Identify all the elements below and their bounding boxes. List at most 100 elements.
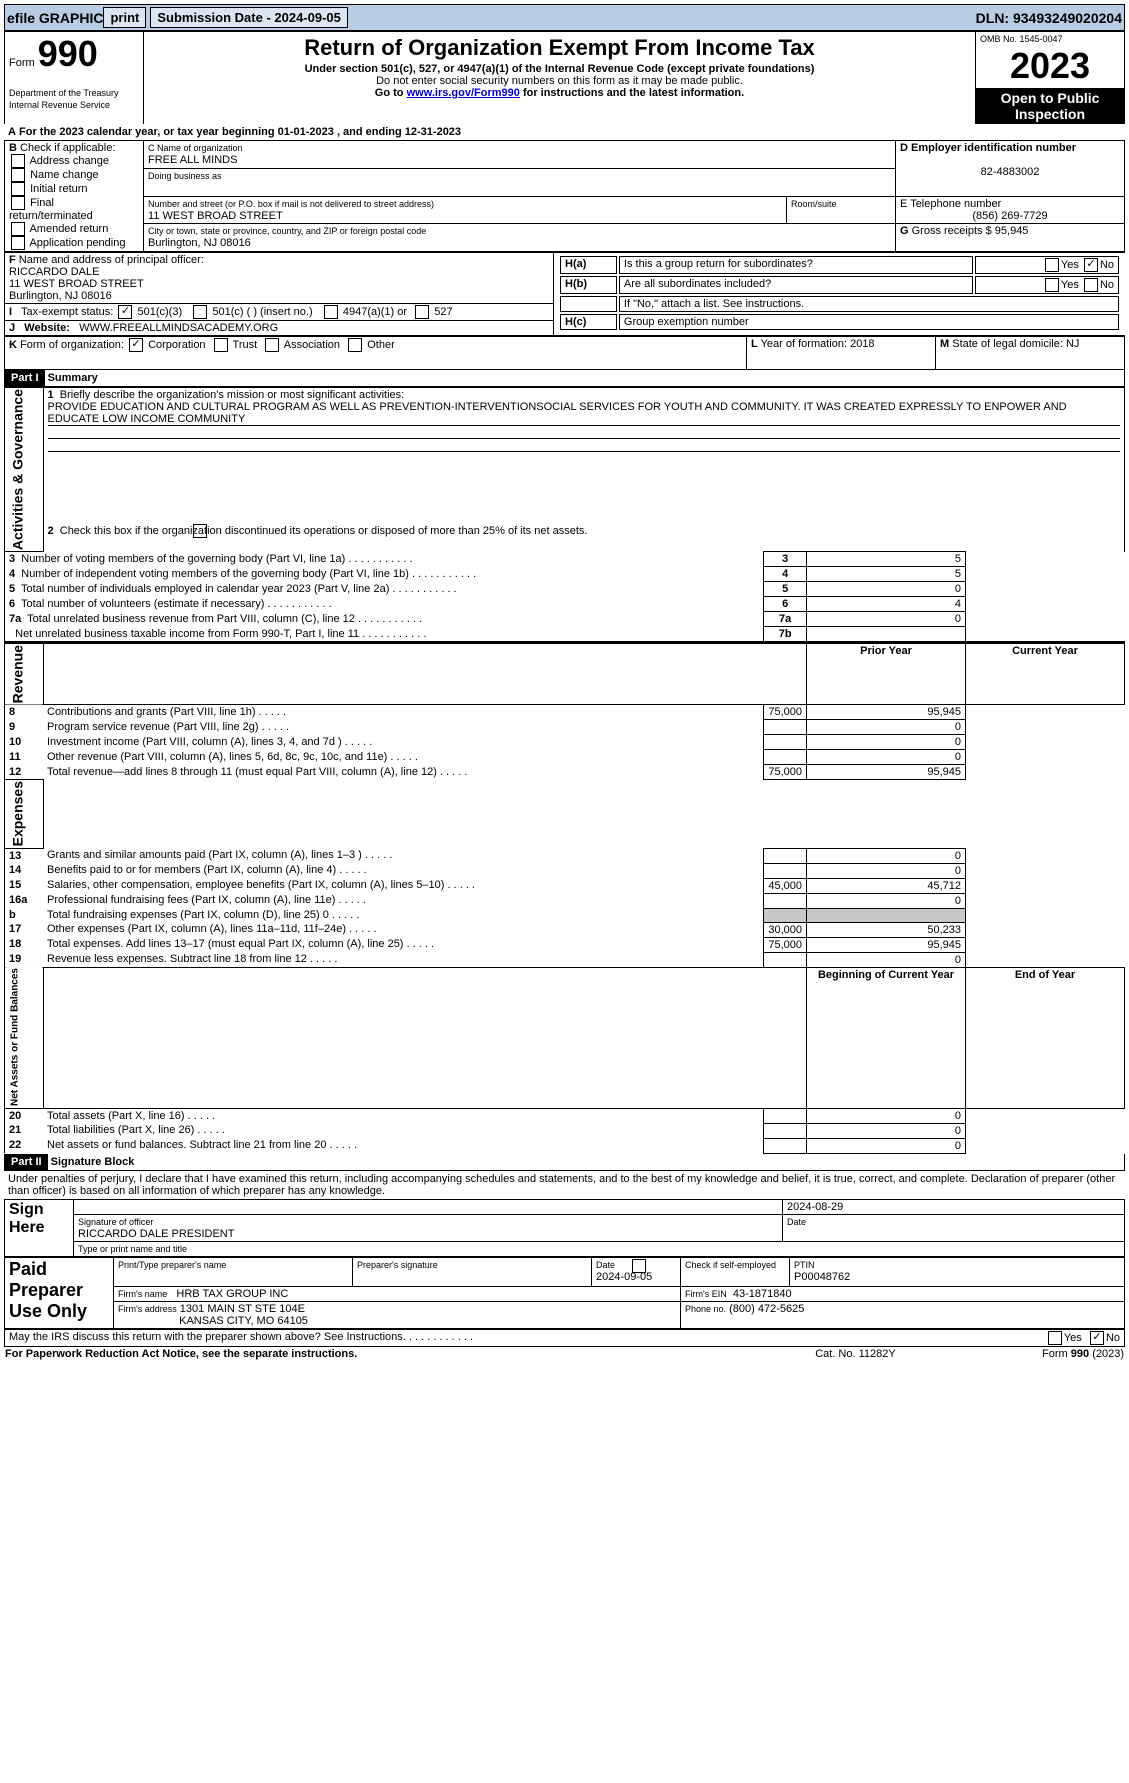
- ha-text: Is this a group return for subordinates?: [619, 256, 973, 274]
- pra-notice: For Paperwork Reduction Act Notice, see …: [5, 1348, 357, 1360]
- subtitle-2: Do not enter social security numbers on …: [148, 75, 971, 87]
- cb-4947[interactable]: [324, 305, 338, 319]
- prep-name-label: Print/Type preparer's name: [118, 1260, 226, 1270]
- period-line: A For the 2023 calendar year, or tax yea…: [4, 124, 1125, 140]
- domicile-text: State of legal domicile:: [952, 338, 1063, 350]
- summary-row: 9Program service revenue (Part VIII, lin…: [5, 720, 1125, 735]
- hb-no[interactable]: [1084, 278, 1098, 292]
- firm-ein-label: Firm's EIN: [685, 1289, 727, 1299]
- summary-row: bTotal fundraising expenses (Part IX, co…: [5, 908, 1125, 922]
- subtitle-1: Under section 501(c), 527, or 4947(a)(1)…: [148, 63, 971, 75]
- part1-table: Activities & Governance 1 Briefly descri…: [4, 387, 1125, 1154]
- ein-value: 82-4883002: [900, 166, 1120, 178]
- hb-text: Are all subordinates included?: [619, 276, 973, 294]
- dept-label: Department of the Treasury Internal Reve…: [9, 88, 119, 110]
- summary-row: 8Contributions and grants (Part VIII, li…: [5, 705, 1125, 720]
- sidebar-governance: Activities & Governance: [5, 388, 44, 552]
- tax-year: 2023: [980, 45, 1120, 87]
- print-button[interactable]: print: [103, 7, 146, 28]
- part1-number: Part I: [5, 370, 45, 386]
- preparer-table: Paid Preparer Use Only Print/Type prepar…: [4, 1257, 1125, 1329]
- hb-yes[interactable]: [1045, 278, 1059, 292]
- type-name-label: Type or print name and title: [78, 1244, 187, 1254]
- form-title: Return of Organization Exempt From Incom…: [148, 35, 971, 61]
- cb-discuss-no[interactable]: ✓: [1090, 1331, 1104, 1345]
- sidebar-expenses: Expenses: [5, 780, 44, 848]
- officer-name-title: RICCARDO DALE PRESIDENT: [78, 1228, 234, 1240]
- identity-table: B Check if applicable: Address change Na…: [4, 140, 1125, 252]
- gov-row: 4 Number of independent voting members o…: [5, 567, 1125, 582]
- yes-label: Yes: [1061, 259, 1079, 271]
- summary-row: 16aProfessional fundraising fees (Part I…: [5, 893, 1125, 908]
- org-name-label: C Name of organization: [148, 143, 243, 153]
- sig-officer-label: Signature of officer: [78, 1217, 153, 1227]
- box-l-label: L: [751, 338, 758, 350]
- city-value: Burlington, NJ 08016: [148, 237, 251, 249]
- begin-year-header: Beginning of Current Year: [807, 967, 966, 1108]
- checkbox-initial[interactable]: [11, 182, 25, 196]
- discuss-yes: Yes: [1064, 1332, 1082, 1344]
- goto-suffix: for instructions and the latest informat…: [523, 87, 744, 99]
- app-pending-label: Application pending: [29, 237, 125, 249]
- self-emp-label: Check if self-employed: [685, 1260, 776, 1270]
- checkbox-amended[interactable]: [11, 222, 25, 236]
- cb-line2[interactable]: [193, 524, 207, 538]
- domicile-value: NJ: [1066, 338, 1079, 350]
- dln-label: DLN: 93493249020204: [976, 10, 1122, 26]
- open-to-public: Open to Public Inspection: [976, 89, 1125, 124]
- efile-label: efile GRAPHIC: [7, 10, 103, 26]
- paid-preparer-label: Paid Preparer Use Only: [5, 1257, 114, 1328]
- cb-assoc[interactable]: [265, 338, 279, 352]
- year-formation-text: Year of formation:: [761, 338, 847, 350]
- summary-row: 17Other expenses (Part IX, column (A), l…: [5, 922, 1125, 937]
- cb-self-emp[interactable]: [632, 1259, 646, 1273]
- org-name: FREE ALL MINDS: [148, 154, 237, 166]
- cb-corp[interactable]: ✓: [129, 338, 143, 352]
- checkbox-app-pending[interactable]: [11, 236, 25, 250]
- cb-discuss-yes[interactable]: [1048, 1331, 1062, 1345]
- gross-receipts-value: 95,945: [995, 225, 1029, 237]
- summary-row: 15Salaries, other compensation, employee…: [5, 878, 1125, 893]
- cb-other[interactable]: [348, 338, 362, 352]
- gross-receipts-label: G: [900, 225, 909, 237]
- yes-label-2: Yes: [1061, 279, 1079, 291]
- box-m-label: M: [940, 338, 949, 350]
- line1-num: 1: [48, 389, 54, 401]
- form-org-text: Form of organization:: [20, 339, 124, 351]
- gross-receipts-text: Gross receipts $: [912, 225, 992, 237]
- dba-label: Doing business as: [148, 171, 222, 181]
- firm-name-label: Firm's name: [118, 1289, 167, 1299]
- cb-trust[interactable]: [214, 338, 228, 352]
- addr-label: Number and street (or P.O. box if mail i…: [148, 199, 434, 209]
- summary-row: 12Total revenue—add lines 8 through 11 (…: [5, 765, 1125, 780]
- hb-label: H(b): [565, 278, 587, 290]
- officer-city: Burlington, NJ 08016: [9, 290, 112, 302]
- hb-note: If "No," attach a list. See instructions…: [619, 296, 1119, 312]
- box-f-label: F: [9, 254, 16, 266]
- cb-501c[interactable]: [193, 305, 207, 319]
- line1-value: PROVIDE EDUCATION AND CULTURAL PROGRAM A…: [48, 401, 1121, 426]
- firm-ein: 43-1871840: [733, 1288, 792, 1300]
- checkbox-addr-change[interactable]: [11, 154, 25, 168]
- summary-row: 19Revenue less expenses. Subtract line 1…: [5, 952, 1125, 967]
- box-b-label: B: [9, 142, 17, 154]
- ha-yes[interactable]: [1045, 258, 1059, 272]
- phone-label: E Telephone number: [900, 198, 1001, 210]
- firm-name: HRB TAX GROUP INC: [176, 1288, 288, 1300]
- line2-text: Check this box if the organization disco…: [60, 525, 588, 537]
- checkbox-final[interactable]: [11, 196, 25, 210]
- firm-addr1: 1301 MAIN ST STE 104E: [180, 1303, 305, 1315]
- irs-link[interactable]: www.irs.gov/Form990: [407, 87, 520, 99]
- summary-row: 13Grants and similar amounts paid (Part …: [5, 848, 1125, 863]
- cb-527[interactable]: [415, 305, 429, 319]
- cb-501c3[interactable]: ✓: [118, 305, 132, 319]
- summary-row: 11Other revenue (Part VIII, column (A), …: [5, 750, 1125, 765]
- ha-no[interactable]: ✓: [1084, 258, 1098, 272]
- box-b-text: Check if applicable:: [20, 142, 115, 154]
- ha-label: H(a): [565, 258, 586, 270]
- city-label: City or town, state or province, country…: [148, 226, 426, 236]
- checkbox-name-change[interactable]: [11, 168, 25, 182]
- name-change-label: Name change: [30, 169, 99, 181]
- summary-row: 20Total assets (Part X, line 16)0: [5, 1108, 1125, 1123]
- gov-row: 5 Total number of individuals employed i…: [5, 582, 1125, 597]
